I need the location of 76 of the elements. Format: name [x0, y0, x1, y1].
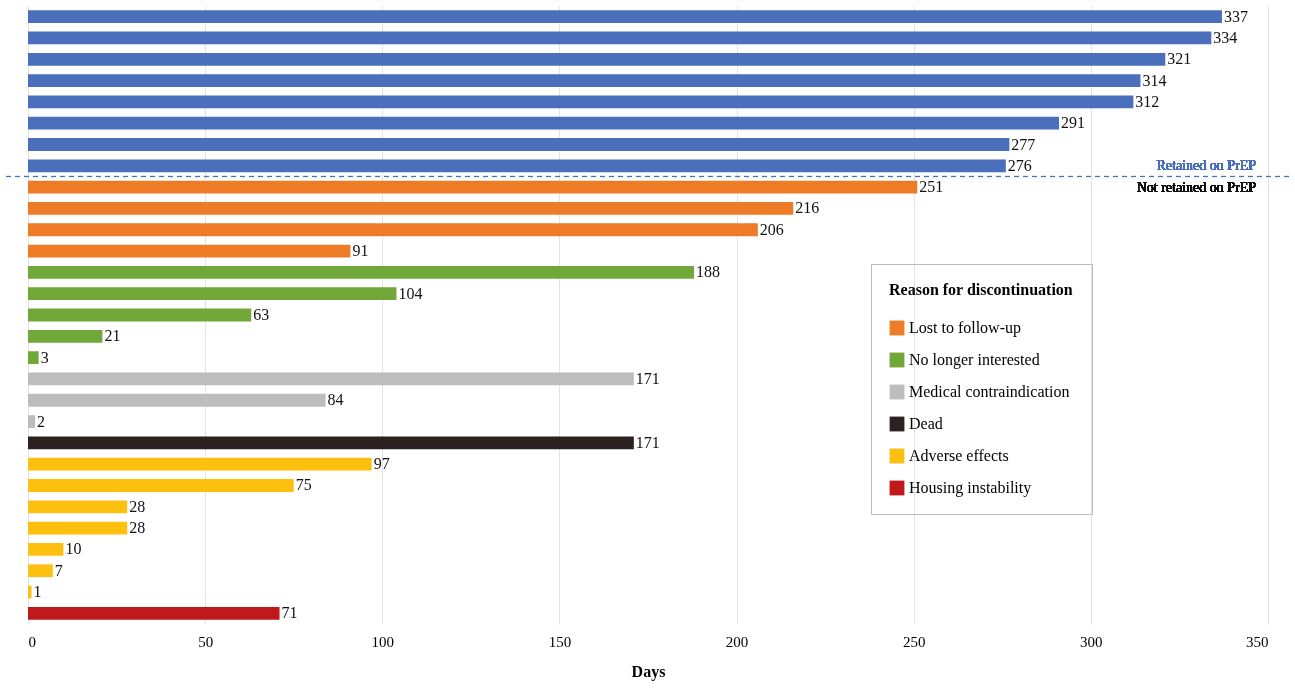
annotation: Not retained on PrEP: [1136, 180, 1257, 196]
bar: [28, 265, 695, 279]
data-label: 28: [129, 519, 146, 537]
data-label: 314: [1142, 71, 1167, 89]
data-label: 75: [295, 476, 312, 494]
bar: [28, 308, 252, 322]
data-label: 84: [327, 391, 344, 409]
data-label: 63: [253, 306, 270, 323]
bar: [28, 138, 1010, 151]
bar: [28, 415, 36, 428]
data-label: 28: [129, 497, 146, 515]
bar: [28, 585, 32, 599]
data-label: 10: [65, 540, 82, 558]
bar: [28, 180, 918, 194]
data-label: 251: [919, 178, 944, 196]
x-tick-label: 250: [902, 633, 926, 650]
data-label: 337: [1223, 7, 1248, 25]
legend-label: Lost to follow-up: [909, 319, 1021, 337]
bar: [28, 329, 103, 343]
legend-label: Dead: [909, 415, 943, 432]
legend-label: Medical contraindication: [909, 383, 1070, 400]
bar: [28, 543, 64, 556]
x-tick-label: 50: [198, 633, 214, 650]
x-tick-label: 350: [1246, 633, 1269, 650]
bar: [28, 10, 1222, 24]
bar: [28, 479, 294, 492]
data-label: 312: [1135, 92, 1160, 110]
x-tick-label: 150: [548, 633, 572, 650]
bar: [28, 457, 372, 471]
bar: [28, 116, 1059, 130]
legend-label: Housing instability: [909, 479, 1032, 497]
legend-label: No longer interested: [909, 351, 1040, 369]
data-label: 91: [352, 242, 369, 260]
bar: [28, 564, 53, 578]
data-label: 3: [40, 348, 49, 366]
x-tick-label: 300: [1080, 633, 1103, 650]
legend-title: Reason for discontinuation: [889, 281, 1073, 298]
bar: [28, 223, 758, 237]
data-label: 171: [635, 369, 660, 387]
data-label: 21: [104, 327, 121, 345]
data-label: 321: [1167, 50, 1192, 68]
data-label: 277: [1011, 135, 1036, 153]
bar: [28, 606, 280, 620]
data-label: 2: [37, 412, 46, 430]
bar: [28, 287, 397, 301]
bar: [28, 159, 1006, 173]
bar: [28, 202, 794, 215]
bar: [28, 351, 39, 365]
bar: [28, 74, 1141, 87]
data-label: 206: [759, 220, 784, 238]
bar: [28, 244, 351, 258]
bar: [28, 52, 1166, 66]
x-tick-label: 0: [28, 633, 36, 650]
data-label: 104: [398, 284, 423, 302]
bar: [28, 436, 634, 450]
data-label: 276: [1007, 156, 1032, 174]
x-axis-title: Days: [631, 662, 666, 681]
data-label: 171: [635, 433, 660, 451]
annotation: Retained on PrEP: [1156, 158, 1257, 174]
data-label: 97: [373, 455, 390, 473]
data-label: 7: [54, 561, 63, 579]
bar: [28, 95, 1134, 109]
data-label: 216: [795, 199, 820, 217]
x-tick-label: 100: [371, 633, 395, 650]
bar: [28, 521, 128, 535]
bar: [28, 500, 128, 514]
bar: [28, 393, 326, 407]
data-label: 334: [1213, 28, 1238, 46]
x-tick-label: 200: [725, 633, 749, 650]
bar: [28, 31, 1212, 45]
data-label: 1: [33, 583, 42, 601]
data-label: 291: [1060, 114, 1085, 132]
legend-label: Adverse effects: [909, 447, 1009, 464]
data-label: 71: [281, 604, 298, 622]
data-label: 188: [696, 263, 721, 281]
bar: [28, 372, 634, 386]
